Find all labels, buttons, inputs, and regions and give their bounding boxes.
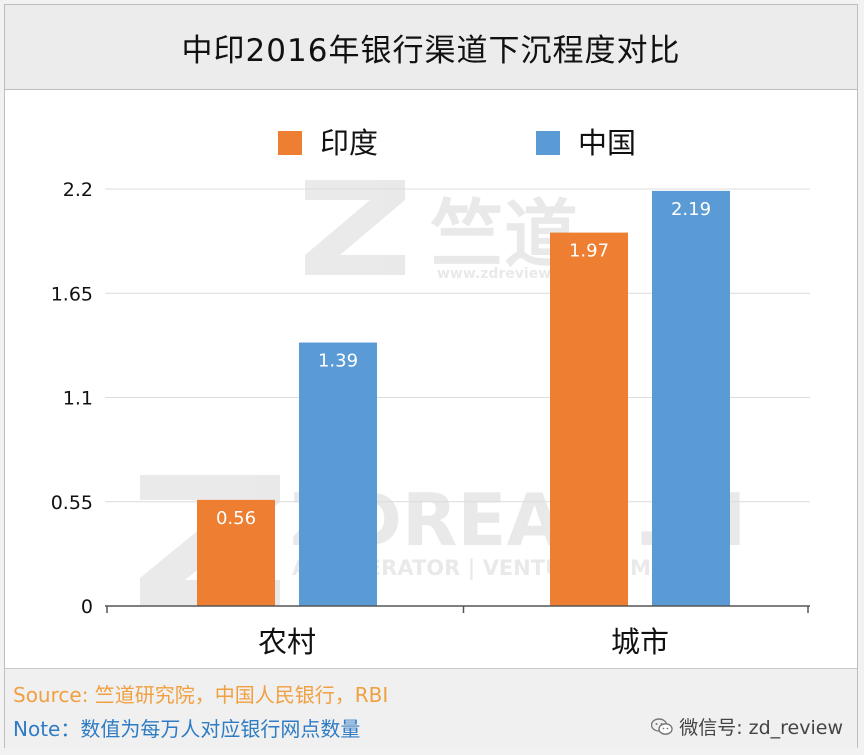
- wechat-label: 微信号: zd_review: [679, 717, 843, 739]
- note-text: Note：数值为每万人对应银行网点数量: [13, 717, 361, 741]
- data-labels: 0.56 1.39 1.97 2.19: [216, 199, 711, 529]
- legend-item: 印度: [278, 126, 378, 160]
- data-label: 1.97: [569, 241, 609, 262]
- y-tick-label: 0.55: [51, 492, 93, 514]
- data-label: 0.56: [216, 508, 256, 529]
- legend-label: 中国: [578, 126, 636, 160]
- x-tick-label: 城市: [611, 625, 669, 659]
- legend-item: 中国: [536, 126, 636, 160]
- y-tick-label: 1.1: [63, 388, 93, 410]
- x-tick-label: 农村: [258, 625, 316, 659]
- chart-frame: 中印2016年银行渠道下沉程度对比 竺道 www.zdreview.com ZD…: [4, 4, 858, 748]
- bar: [197, 499, 275, 606]
- bars: [197, 190, 730, 606]
- bar-chart: 竺道 www.zdreview.com ZDREAM.iN ACCELERATO…: [51, 126, 810, 659]
- watermark-logo-mark: [305, 180, 405, 275]
- chart-title: 中印2016年银行渠道下沉程度对比: [181, 32, 681, 69]
- bar: [299, 342, 377, 606]
- wechat-icon: [650, 717, 673, 736]
- y-tick-label: 2.2: [63, 179, 93, 201]
- footer: Source: 竺道研究院，中国人民银行，RBI Note：数值为每万人对应银行…: [5, 668, 857, 748]
- legend-label: 印度: [320, 126, 378, 160]
- bar: [550, 232, 628, 606]
- y-tick-label: 0: [81, 596, 93, 618]
- bar: [652, 190, 730, 606]
- title-bar: 中印2016年银行渠道下沉程度对比: [5, 5, 857, 90]
- chart-area: 竺道 www.zdreview.com ZDREAM.iN ACCELERATO…: [5, 90, 857, 668]
- x-axis: 农村 城市: [105, 605, 810, 659]
- data-label: 1.39: [318, 351, 358, 372]
- wechat-id: 微信号: zd_review: [650, 713, 843, 740]
- legend-swatch: [278, 131, 302, 155]
- data-label: 2.19: [671, 199, 711, 220]
- y-axis: 0 0.55 1.1 1.65 2.2: [51, 179, 93, 618]
- source-text: Source: 竺道研究院，中国人民银行，RBI: [13, 683, 389, 707]
- legend-swatch: [536, 131, 560, 155]
- legend: 印度 中国: [278, 126, 636, 160]
- y-tick-label: 1.65: [51, 283, 93, 305]
